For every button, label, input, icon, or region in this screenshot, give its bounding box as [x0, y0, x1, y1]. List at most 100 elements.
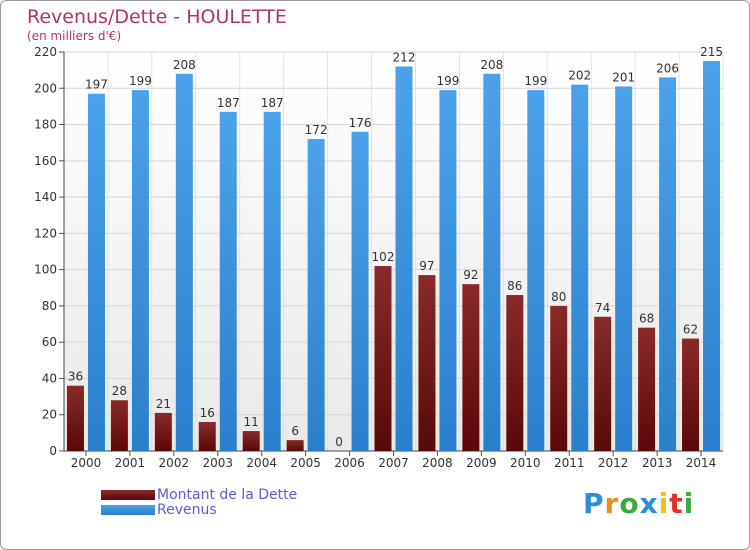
y-tick-label: 180 [34, 118, 57, 132]
x-tick-label: 2010 [510, 456, 541, 470]
data-label-revenus: 202 [568, 69, 591, 83]
bar-revenus [351, 131, 369, 452]
y-tick-label: 120 [34, 226, 57, 240]
data-label-revenus: 176 [349, 116, 372, 130]
bar-revenus [571, 84, 589, 452]
x-tick-label: 2012 [598, 456, 629, 470]
x-tick-label: 2002 [159, 456, 190, 470]
data-label-revenus: 199 [436, 74, 459, 88]
x-tick-label: 2011 [554, 456, 585, 470]
y-tick-label: 200 [34, 81, 57, 95]
data-label-dette: 92 [463, 268, 478, 282]
data-label-dette: 16 [200, 406, 215, 420]
bar-dette [66, 385, 84, 451]
bar-revenus [87, 93, 105, 452]
logo-letter: t [669, 487, 684, 520]
x-tick-label: 2000 [71, 456, 102, 470]
bar-revenus [615, 86, 633, 451]
bar-dette [110, 400, 128, 451]
data-label-revenus: 187 [261, 96, 284, 110]
x-tick-label: 2014 [686, 456, 717, 470]
y-tick-label: 100 [34, 263, 57, 277]
legend-label-dette: Montant de la Dette [157, 486, 298, 503]
bar-revenus [483, 73, 501, 451]
bar-dette [594, 316, 612, 451]
bar-dette [638, 327, 656, 451]
legend: Montant de la Dette Revenus [101, 486, 298, 518]
logo-letter: i [683, 487, 695, 520]
bar-revenus [307, 139, 325, 451]
x-tick-label: 2003 [202, 456, 233, 470]
x-tick-label: 2006 [334, 456, 365, 470]
chart-subtitle: (en milliers d'€) [27, 29, 122, 43]
data-label-revenus: 201 [612, 70, 635, 84]
data-label-revenus: 215 [700, 45, 723, 59]
data-label-revenus: 199 [129, 74, 152, 88]
data-label-dette: 97 [419, 259, 434, 273]
x-tick-label: 2008 [422, 456, 453, 470]
data-label-dette: 68 [639, 312, 654, 326]
logo-letter: i [658, 487, 670, 520]
data-label-dette: 28 [112, 384, 127, 398]
y-tick-label: 60 [42, 335, 57, 349]
data-label-revenus: 208 [480, 58, 503, 72]
logo-letter: r [604, 487, 620, 520]
data-label-dette: 74 [595, 301, 610, 315]
bar-dette [198, 421, 216, 451]
data-label-revenus: 199 [524, 74, 547, 88]
data-label-revenus: 206 [656, 61, 679, 75]
bar-dette [418, 275, 436, 451]
bar-revenus [263, 111, 281, 451]
data-label-dette: 86 [507, 279, 522, 293]
y-tick-label: 0 [49, 444, 57, 458]
x-tick-label: 2013 [642, 456, 673, 470]
y-tick-label: 160 [34, 154, 57, 168]
bar-dette [462, 284, 480, 451]
data-label-dette: 6 [291, 424, 299, 438]
x-tick-label: 2009 [466, 456, 497, 470]
x-tick-label: 2005 [290, 456, 321, 470]
data-label-dette: 36 [68, 370, 83, 384]
bar-revenus [395, 66, 413, 451]
data-label-revenus: 172 [305, 123, 328, 137]
data-label-dette: 21 [156, 397, 171, 411]
data-label-dette: 80 [551, 290, 566, 304]
y-tick-label: 40 [42, 371, 57, 385]
logo-letter: x [639, 487, 659, 520]
data-label-dette: 102 [372, 250, 395, 264]
data-label-revenus: 197 [85, 78, 108, 92]
legend-item-dette: Montant de la Dette [101, 486, 298, 503]
bar-dette [550, 305, 568, 451]
data-label-revenus: 208 [173, 58, 196, 72]
bar-revenus [659, 77, 677, 452]
x-tick-label: 2001 [115, 456, 146, 470]
logo-letter: P [583, 487, 605, 520]
data-label-dette: 62 [683, 323, 698, 337]
bar-dette [154, 412, 172, 451]
y-tick-label: 80 [42, 299, 57, 313]
legend-item-revenus: Revenus [101, 501, 297, 518]
chart-title: Revenus/Dette - HOULETTE [27, 6, 287, 28]
logo-letter: o [619, 487, 640, 520]
data-label-revenus: 187 [217, 96, 240, 110]
bar-revenus [439, 90, 457, 451]
proxiti-logo: Proxiti [583, 487, 694, 520]
y-tick-label: 20 [42, 408, 57, 422]
bar-revenus [175, 73, 193, 451]
x-tick-label: 2007 [378, 456, 409, 470]
bar-revenus [131, 90, 149, 451]
bar-dette [374, 266, 392, 451]
data-label-dette: 11 [244, 415, 259, 429]
x-tick-label: 2004 [246, 456, 277, 470]
bar-dette [242, 431, 260, 451]
bar-dette [286, 440, 304, 451]
data-label-revenus: 212 [393, 51, 416, 65]
y-tick-label: 140 [34, 190, 57, 204]
bar-revenus [527, 90, 545, 451]
data-label-dette: 0 [335, 435, 343, 449]
legend-label-revenus: Revenus [157, 501, 217, 518]
bar-revenus [219, 111, 237, 451]
bar-dette [506, 295, 524, 451]
bar-revenus [703, 61, 721, 452]
